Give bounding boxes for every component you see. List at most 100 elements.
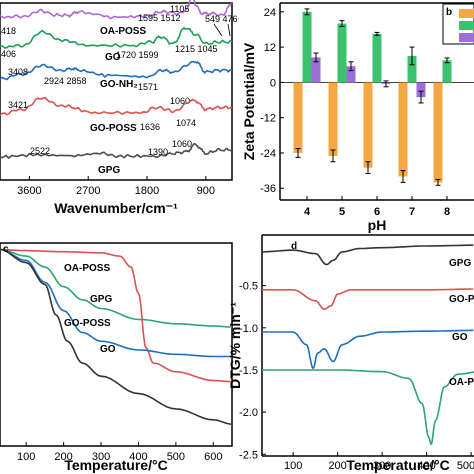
panel-c-x-tick-label: 100 <box>17 451 35 463</box>
panel-d-x-axis-label: Temperature/°C <box>346 457 449 473</box>
panel-b-bar <box>302 11 312 83</box>
panel-b-x-tick-label: 4 <box>304 206 311 218</box>
panel-d-dtg: -0.5 -1.0 -1.5 -2.0 -2.5 100 200 300 400 500 DTG/%… <box>227 234 474 473</box>
panel-a-peak-label: 3406 <box>0 49 16 59</box>
panel-a-peak-label: 1720 1599 <box>116 50 159 60</box>
panel-b-bar <box>398 82 408 177</box>
panel-a-x-tick-label: 900 <box>197 185 215 197</box>
panel-c-x-tick-label: 200 <box>54 451 72 463</box>
panel-b-x-tick-label: 8 <box>444 206 450 218</box>
panel-b-x-axis-label: pH <box>368 217 387 233</box>
panel-d-x-tick-label: 500 <box>457 460 474 472</box>
panel-d-y-tick-label: -0.5 <box>239 281 258 293</box>
panel-a-peak-label: 1595 1512 <box>138 13 181 23</box>
panel-a-series-label: OA-POSS <box>100 26 146 37</box>
panel-a-peak-label: 1074 <box>176 118 196 128</box>
panel-d-x-tick-label: 200 <box>328 460 346 472</box>
panel-a-peak-label: 2522 <box>30 146 50 156</box>
panel-b-y-tick-label: 24 <box>264 7 276 19</box>
panel-a-peak-label: 3408 <box>8 67 28 77</box>
panel-d-panel-letter: d <box>291 241 297 252</box>
panel-d-x-tick-label: 400 <box>417 460 435 472</box>
panel-d-series-oa-poss <box>262 369 474 446</box>
panel-a-series-go <box>0 26 233 49</box>
panel-b-legend-swatch <box>459 9 474 18</box>
panel-b-bar <box>416 82 426 98</box>
panel-a-series-go-nh- <box>0 60 233 81</box>
panel-c-series-go <box>0 248 233 425</box>
panel-a-x-axis-label: Wavenumber/cm⁻¹ <box>54 200 178 216</box>
panel-d-y-tick-label: -2.5 <box>239 449 258 461</box>
panel-d-series-go-poss <box>262 288 474 311</box>
panel-a-peak-arrow <box>213 23 223 37</box>
panel-a-peak-label: 1390 <box>148 147 168 157</box>
panel-a-series-label: GPG <box>98 165 120 176</box>
panel-a-peak-label: 1215 1045 <box>175 44 218 54</box>
panel-a-peak-label: 3421 <box>8 100 28 110</box>
panel-d-y-tick-label: -1.0 <box>239 323 258 335</box>
panel-a-peak-label: 1060 <box>170 96 190 106</box>
panel-b-bar <box>363 82 373 168</box>
panel-b-bar <box>372 33 382 83</box>
panel-b-y-tick-label: 0 <box>270 77 276 89</box>
panel-b-x-tick-label: 6 <box>374 206 380 218</box>
panel-b-legend-swatch <box>459 33 474 42</box>
panel-b-y-tick-label: -24 <box>260 148 276 160</box>
panel-c-x-tick-label: 600 <box>204 451 222 463</box>
panel-b-y-tick-label: -12 <box>260 113 276 125</box>
panel-a-peak-label: 1060 <box>172 139 192 149</box>
panel-b-zeta: 24 12 0 -12 -24 -36 Zeta Potential/mV 4 5 6 7 8 pH b <box>241 2 474 233</box>
panel-b-y-tick-label: -36 <box>260 183 276 195</box>
panel-d-y-tick-label: -1.5 <box>239 365 258 377</box>
panel-a-peak-label: 1636 <box>140 122 160 132</box>
panel-c-series-oa-poss <box>0 248 232 383</box>
panel-b-x-tick-label: 7 <box>409 206 415 218</box>
panel-a-x-tick-label: 3600 <box>17 185 41 197</box>
panel-b-bar <box>433 82 443 183</box>
panel-a-peak-arrow <box>227 23 231 37</box>
panel-c-series-label: GO <box>100 344 116 355</box>
panel-a-peak-label: 2924 2858 <box>44 76 87 86</box>
panel-c-x-axis-label: Temperature/°C <box>64 457 167 473</box>
panel-b-legend-swatch <box>459 21 474 30</box>
panel-d-series-go <box>262 329 474 370</box>
panel-b-y-tick-label: 12 <box>264 42 276 54</box>
panel-b-bar <box>328 82 338 156</box>
panel-c-x-tick-label: 500 <box>167 451 185 463</box>
panel-a-ftir: 3600 2700 1800 900 Wavenumber/cm⁻¹ OA-POSS 341… <box>0 0 238 216</box>
panel-c-panel-letter: c <box>3 244 9 255</box>
panel-a-peak-label: 1105 <box>170 4 189 14</box>
panel-c-x-tick-label: 400 <box>129 451 147 463</box>
panel-a-series-label: GO <box>105 52 121 63</box>
panel-b-bar <box>442 60 452 83</box>
panel-b-panel-letter: b <box>446 7 452 18</box>
panel-c-series-gpg <box>0 248 232 328</box>
panel-a-series-label: GO-POSS <box>90 123 137 134</box>
panel-d-series-label: GPG <box>449 258 471 269</box>
panel-b-bar <box>311 57 321 83</box>
panel-a-series-go-poss <box>0 97 233 116</box>
panel-d-y-tick-label: -2.0 <box>239 407 258 419</box>
panel-a-peak-label: 3418 <box>0 26 16 36</box>
panel-d-x-tick-label: 300 <box>373 460 391 472</box>
panel-d-series-label: GO-POSS <box>449 294 474 305</box>
panel-c-frame <box>0 242 233 447</box>
panel-c-series-go-poss <box>0 248 232 358</box>
panel-b-x-tick-label: 5 <box>339 206 345 218</box>
panel-c-series-label: GO-POSS <box>64 318 111 329</box>
panel-c-series-label: GPG <box>90 294 112 305</box>
panel-b-y-axis-label: Zeta Potential/mV <box>241 42 257 160</box>
panel-d-y-axis-label: DTG/% min⁻¹ <box>227 302 243 389</box>
panel-b-bar <box>293 82 303 153</box>
panel-a-series-gpg <box>0 143 233 159</box>
panel-a-peak-label: 1571 <box>138 82 158 92</box>
panel-c-tga: 100 200 300 400 500 600 Temperature/°C OA-POSS G… <box>0 242 233 473</box>
panel-c-series-label: OA-POSS <box>64 263 110 274</box>
panel-a-x-tick-label: 2700 <box>76 185 100 197</box>
panel-a-series-label: GO-NH₂ <box>100 79 138 90</box>
panel-b-bar <box>407 55 417 83</box>
panel-b-bar <box>346 66 356 83</box>
panel-a-frame <box>0 2 233 181</box>
panel-a-x-tick-label: 1800 <box>135 185 159 197</box>
